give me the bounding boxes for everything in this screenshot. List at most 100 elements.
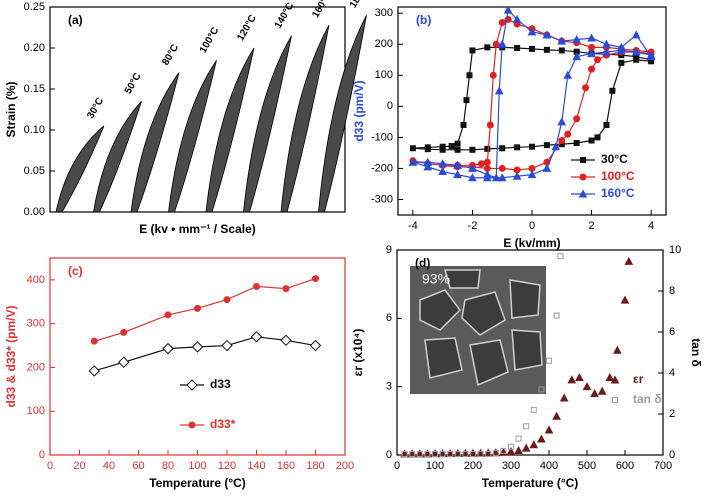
- x-tick-label: 200: [464, 460, 482, 472]
- y-tick-label: 0.10: [24, 124, 45, 136]
- y-tick-label: 9: [386, 244, 392, 256]
- marker: [409, 450, 416, 457]
- marker: [447, 450, 454, 457]
- x-tick-label: 20: [73, 460, 85, 472]
- y-axis-label: Strain (%): [4, 81, 18, 137]
- marker: [491, 173, 501, 182]
- panel-label: (a): [68, 13, 83, 27]
- marker: [563, 70, 573, 79]
- series-line: [412, 46, 652, 151]
- marker: [616, 42, 626, 51]
- legend-label: 30°C: [601, 152, 628, 166]
- legend-marker: [578, 189, 588, 198]
- x-tick-label: 100: [426, 460, 444, 472]
- y-tick-label: 6: [386, 312, 392, 324]
- marker: [542, 30, 552, 39]
- loop-label: 140°C: [273, 1, 296, 31]
- marker: [503, 5, 513, 14]
- marker: [557, 253, 564, 260]
- marker: [557, 36, 567, 45]
- loop-label: 30°C: [85, 96, 106, 121]
- marker: [483, 158, 491, 166]
- y-tick-label: -300: [371, 193, 393, 205]
- marker: [508, 443, 514, 450]
- marker: [618, 59, 625, 66]
- marker: [280, 334, 292, 347]
- y-tick-label: 200: [27, 361, 45, 373]
- marker: [408, 157, 418, 166]
- marker: [477, 160, 485, 168]
- marker: [497, 173, 507, 182]
- legend-marker: [186, 379, 198, 391]
- marker: [523, 423, 530, 430]
- marker: [538, 386, 545, 393]
- marker: [162, 342, 174, 355]
- marker: [423, 162, 433, 171]
- x-tick-label: 140: [247, 460, 265, 472]
- x-tick-label: 700: [654, 460, 672, 472]
- marker: [514, 144, 521, 151]
- marker: [454, 146, 461, 153]
- inset-label: 93%: [422, 271, 450, 287]
- marker: [483, 448, 493, 457]
- marker: [439, 143, 446, 150]
- marker: [559, 393, 569, 402]
- y-tick-label: 0.25: [24, 1, 45, 13]
- marker: [506, 447, 516, 456]
- y-tick-label: 3: [386, 381, 392, 393]
- y-tick-label: 0.05: [24, 165, 45, 177]
- marker: [486, 121, 494, 129]
- marker: [253, 282, 260, 290]
- marker: [466, 72, 473, 79]
- marker: [512, 171, 522, 180]
- marker: [512, 14, 522, 23]
- x-tick-label: 180: [306, 460, 324, 472]
- marker: [553, 312, 560, 319]
- marker: [448, 143, 455, 150]
- marker: [463, 97, 470, 104]
- legend-marker: [612, 397, 618, 403]
- marker: [603, 121, 610, 128]
- marker: [587, 49, 596, 58]
- marker: [454, 140, 461, 147]
- marker: [477, 450, 484, 457]
- x-tick-label: 200: [336, 460, 354, 472]
- y-tick-label: 400: [27, 274, 45, 286]
- marker: [546, 357, 552, 364]
- marker: [282, 285, 290, 293]
- marker: [558, 47, 565, 54]
- marker: [90, 337, 98, 345]
- y2-tick-label: 8: [669, 285, 675, 297]
- loop-label: 80°C: [160, 43, 181, 68]
- loop-label: 160°C: [310, 0, 333, 20]
- marker: [537, 434, 546, 443]
- marker: [527, 27, 537, 36]
- marker: [609, 87, 616, 94]
- loop-label: 180°C: [348, 0, 371, 10]
- marker: [620, 295, 630, 304]
- marker: [497, 39, 507, 48]
- y2-tick-label: 0: [669, 449, 675, 461]
- marker: [500, 447, 507, 454]
- y-tick-label: 0: [386, 449, 392, 461]
- marker: [594, 134, 601, 141]
- marker: [594, 56, 602, 64]
- legend-label: d33: [210, 377, 231, 391]
- marker: [613, 345, 622, 354]
- y2-tick-label: 2: [669, 408, 675, 420]
- legend-marker: [580, 157, 586, 163]
- y2-tick-label: 10: [669, 244, 681, 256]
- marker: [469, 47, 476, 54]
- marker: [573, 139, 580, 146]
- y-axis-label: εr (x10⁴): [351, 329, 365, 377]
- x-tick-label: 100: [188, 460, 206, 472]
- y-tick-label: 100: [375, 69, 393, 81]
- marker: [527, 170, 537, 179]
- legend-marker: [579, 173, 587, 181]
- marker: [438, 159, 448, 168]
- y-tick-label: 0: [39, 449, 45, 461]
- marker: [514, 445, 523, 454]
- marker: [484, 44, 491, 51]
- plot-frame: [397, 6, 667, 216]
